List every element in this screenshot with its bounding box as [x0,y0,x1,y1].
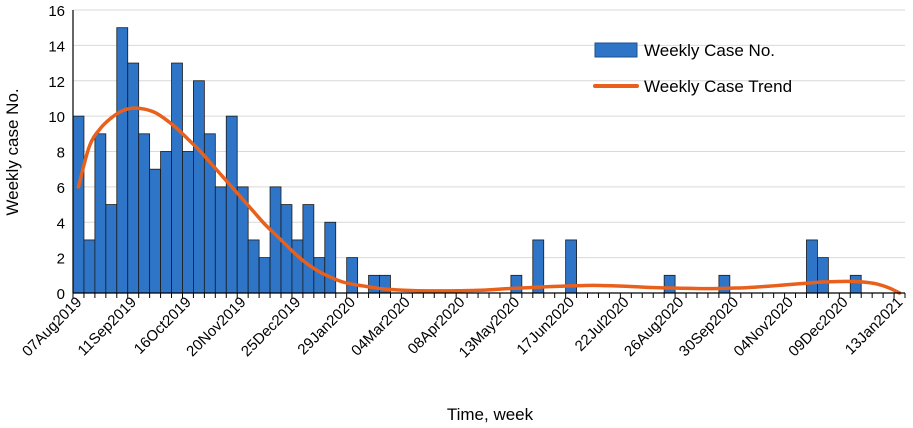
x-tick-labels: 07Aug201911Sep201916Oct201920Nov201925De… [19,294,906,361]
bar [368,274,380,294]
y-tick-label: 12 [48,74,65,91]
legend-bar-swatch [594,42,638,58]
bar [127,62,140,294]
bar [258,257,271,294]
x-tick-label: 09Dec2020 [785,294,851,360]
bar [182,151,194,294]
bar [171,62,183,294]
y-tick-label: 8 [57,145,65,162]
bar [225,115,238,294]
bar-series [72,27,862,294]
y-tick-label: 6 [57,180,65,197]
bar [160,151,172,294]
bar [291,239,304,294]
legend-label-bars: Weekly Case No. [644,41,775,60]
bar [247,239,260,294]
bar [663,274,676,294]
bar [83,239,96,294]
bar [817,257,829,294]
bar [849,274,862,294]
bar [510,274,523,294]
bar [138,133,151,294]
x-tick-label: 04Mar2020 [348,294,414,360]
legend: Weekly Case No. Weekly Case Trend [593,41,792,96]
bar [72,115,85,294]
y-tick-labels: 0 2 4 6 8 10 12 14 16 [48,3,65,303]
y-tick-label: 14 [48,38,65,55]
axes [72,10,906,298]
x-axis-title: Time, week [447,405,534,424]
x-tick-label: 17Jun2020 [513,294,578,359]
bar [324,221,337,294]
bar [193,80,205,294]
bar [532,239,545,294]
bar [346,257,359,294]
x-tick-label: 11Sep2019 [75,294,141,360]
bar [214,186,227,294]
y-tick-label: 0 [57,286,65,303]
bar [94,133,107,294]
bar [105,204,118,294]
x-tick-label: 25Dec2019 [238,294,304,360]
trend-series [76,106,902,295]
trend-line [76,106,902,295]
y-tick-label: 16 [48,3,65,20]
y-axis-title: Weekly case No. [3,88,22,215]
y-tick-label: 10 [48,109,65,126]
bar [718,274,731,294]
x-tick-label: 07Aug2019 [19,294,85,360]
y-tick-label: 2 [57,251,65,268]
y-tick-label: 4 [57,215,65,232]
bar [806,239,818,294]
legend-label-trend: Weekly Case Trend [644,77,792,96]
x-tick-label: 13Jan2021 [842,294,907,359]
bar [302,204,315,294]
bar [116,27,129,294]
bar [149,168,161,294]
